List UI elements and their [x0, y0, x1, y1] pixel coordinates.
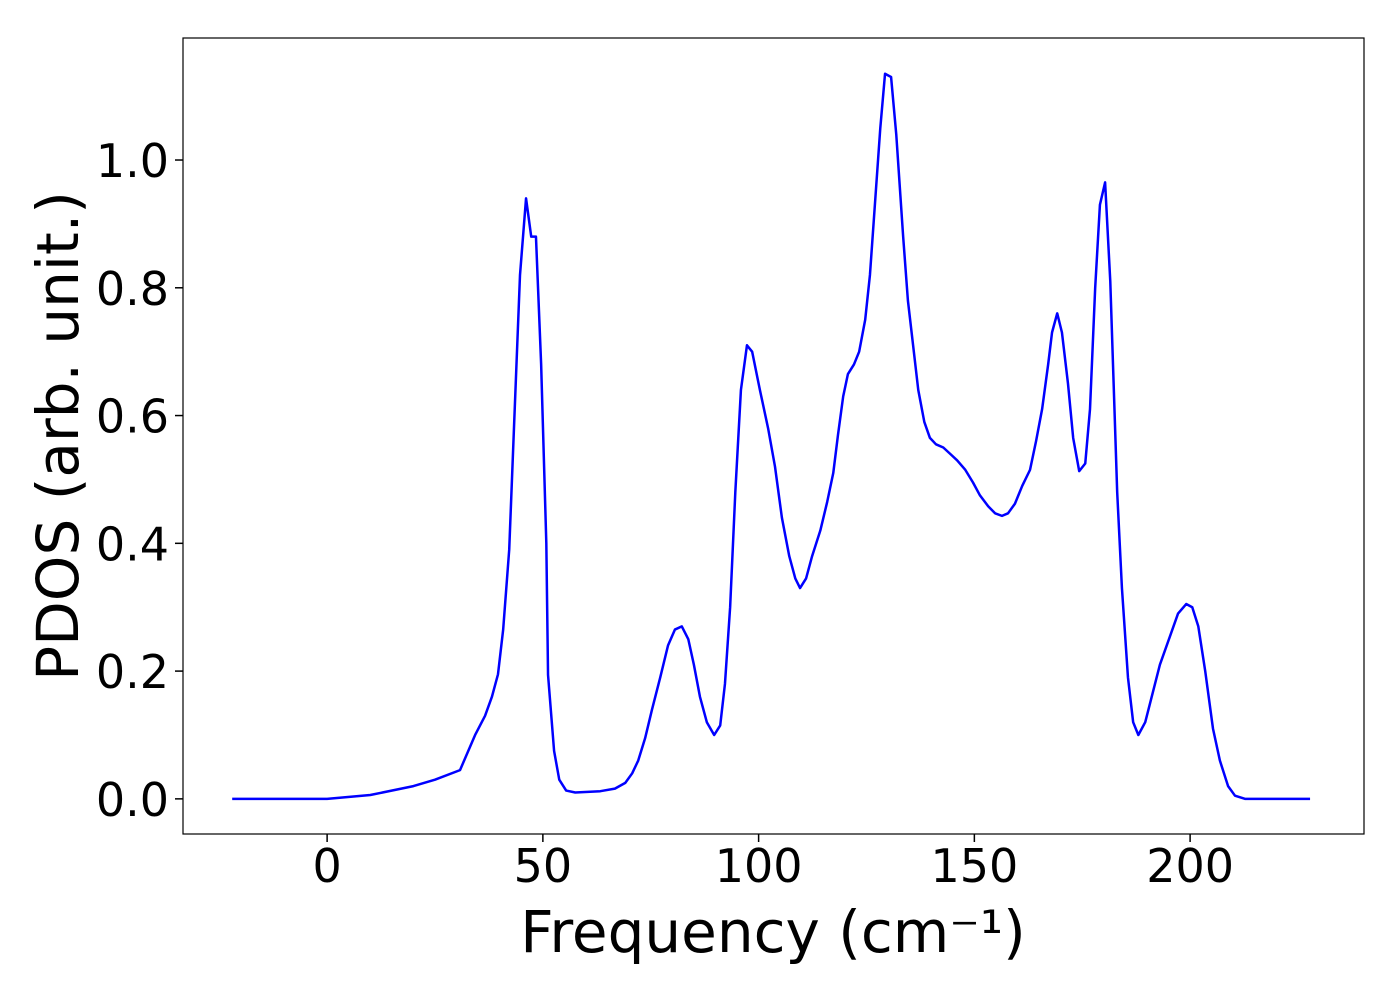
plot-frame — [182, 37, 1365, 835]
y-axis-label: PDOS (arb. unit.) — [24, 191, 92, 681]
x-tick-label: 150 — [930, 839, 1018, 893]
x-axis-label: Frequency (cm⁻¹) — [520, 898, 1026, 966]
x-tick-label: 50 — [514, 839, 573, 893]
x-tick-label: 200 — [1146, 839, 1234, 893]
y-tick-label: 0.0 — [96, 773, 169, 827]
y-tick-label: 0.8 — [96, 262, 169, 316]
y-tick-label: 1.0 — [96, 134, 169, 188]
x-tick-label: 100 — [715, 839, 803, 893]
x-tick-label: 0 — [312, 839, 341, 893]
y-tick-label: 0.6 — [96, 390, 169, 444]
y-tick-label: 0.4 — [96, 517, 169, 571]
y-tick-label: 0.2 — [96, 645, 169, 699]
data-line — [232, 72, 1311, 801]
